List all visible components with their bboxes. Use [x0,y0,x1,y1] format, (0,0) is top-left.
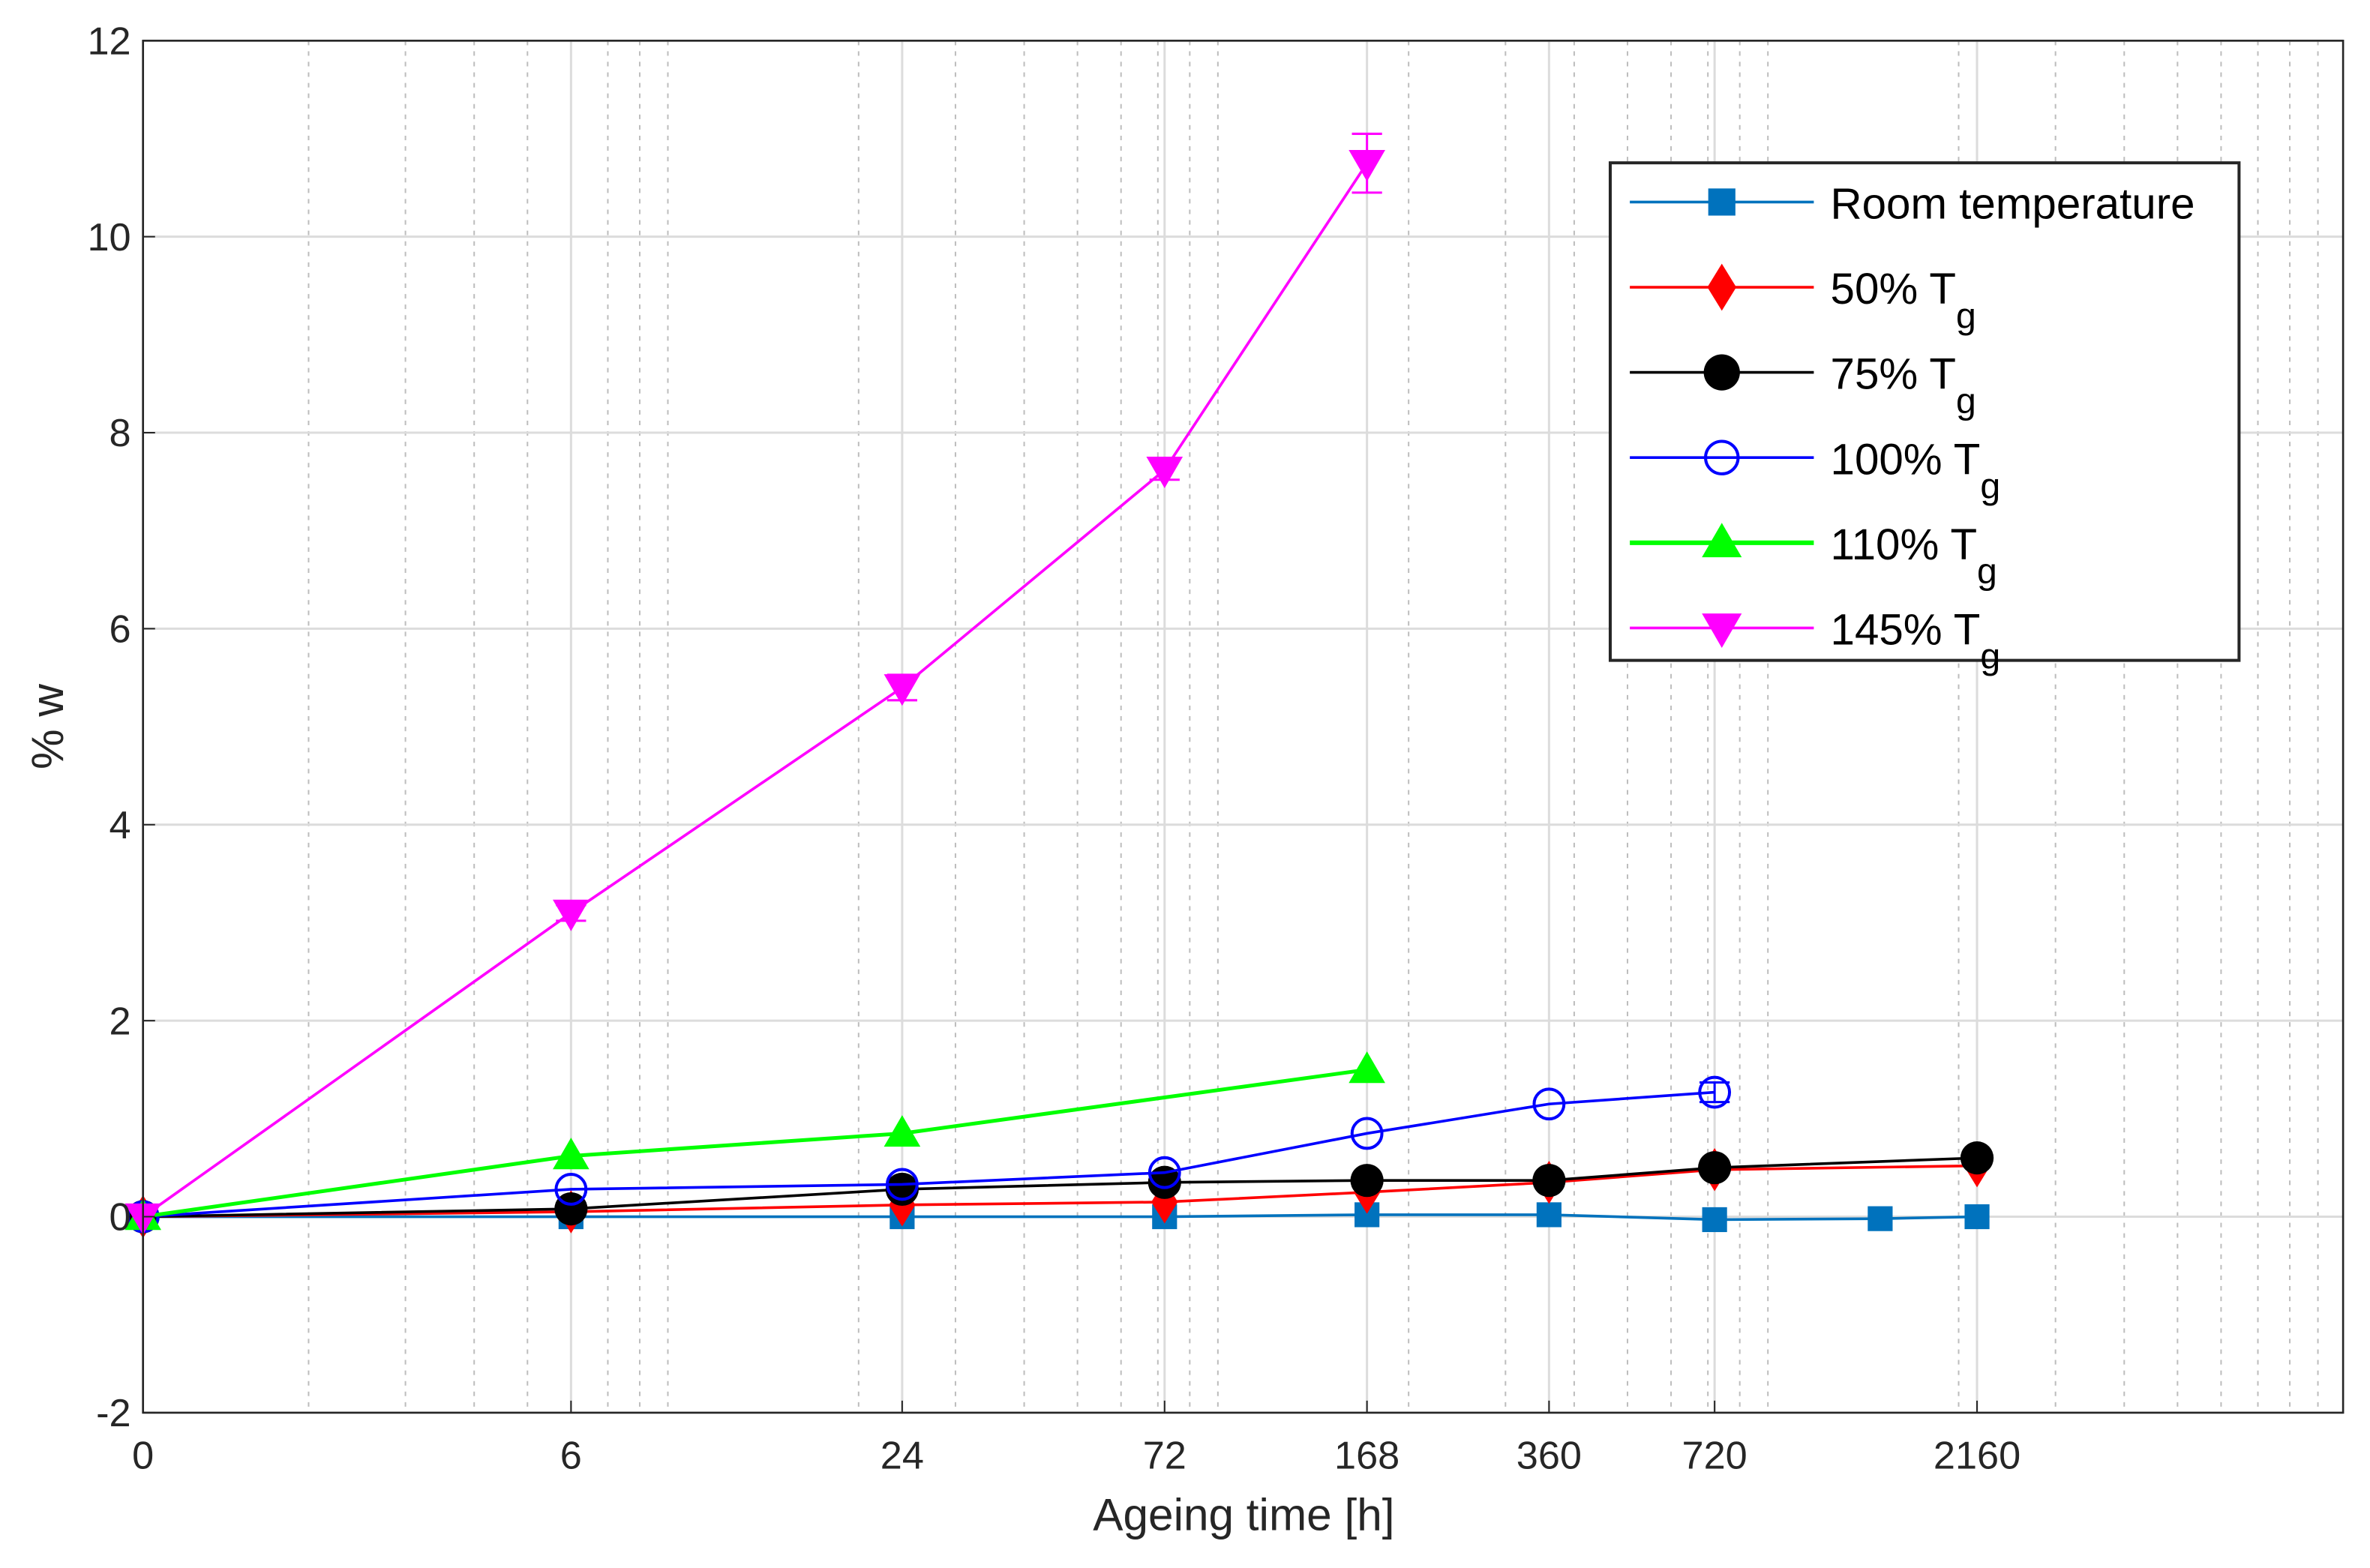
y-tick-labels: -2 0 2 4 6 8 10 12 [87,19,155,1435]
open-circle-marker [1532,1087,1566,1121]
open-circle-marker [1698,1075,1732,1109]
legend-subscript: g [1956,295,1976,336]
square-marker [1702,1207,1727,1233]
legend-subscript: g [1977,551,1997,592]
filled-circle-marker [1698,1151,1732,1185]
open-circle-marker [885,1168,919,1201]
series-line [142,1156,1978,1219]
triangle-down-marker [1702,613,1742,648]
open-circle-marker [554,1173,588,1206]
y-tick-label: 8 [110,412,131,455]
open-circle-marker [1350,1117,1384,1150]
triangle-up-marker [1702,523,1742,558]
x-tick-label: 2160 [1934,1434,2020,1477]
y-tick-label: 0 [110,1196,131,1240]
legend-subscript: g [1956,381,1976,421]
triangle-down-marker [553,899,590,931]
x-axis-label: Ageing time [h] [1093,1489,1394,1540]
series-4 [124,1051,1385,1231]
series-2 [126,1141,1994,1234]
x-tick-label: 720 [1682,1434,1748,1477]
y-tick-label: -2 [96,1392,130,1435]
square-marker [1708,188,1736,216]
triangle-up-marker [553,1138,590,1170]
legend-subscript: g [1980,637,2000,677]
plot-frame [142,39,2344,1414]
square-marker [1536,1202,1562,1228]
legend-label: Room temperature [1831,180,2195,229]
series-line [142,162,1369,1219]
series-line [142,1068,1367,1219]
legend-label: 145% Tg [1831,606,2001,677]
y-tick-label: 6 [110,608,131,652]
diamond-marker [1707,263,1737,311]
legend-subscript: g [1980,466,2000,506]
filled-circle-marker [1960,1141,1994,1175]
x-tick-label: 6 [560,1434,582,1477]
open-circle-marker [1148,1156,1181,1189]
x-tick-label: 168 [1334,1434,1400,1477]
triangle-down-marker [1348,149,1385,181]
legend-box [1608,161,2241,662]
y-tick-label: 10 [87,216,130,259]
triangle-up-marker [1348,1051,1385,1084]
series-line [142,1164,1978,1219]
x-tick-label: 360 [1516,1434,1582,1477]
x-tick-label: 72 [1143,1434,1186,1477]
series-5 [124,132,1385,1235]
filled-circle-marker [1350,1164,1384,1198]
filled-circle-marker [1532,1164,1566,1198]
square-marker [1964,1204,1990,1230]
series-group [124,132,1994,1239]
filled-circle-marker [885,1172,919,1207]
square-marker [1868,1206,1893,1231]
triangle-down-marker [1146,457,1184,489]
series-3 [126,1075,1732,1234]
triangle-down-marker [884,674,921,706]
series-line [142,1090,1715,1219]
y-tick-label: 12 [87,19,130,63]
y-tick-label: 2 [110,1000,131,1043]
x-tick-label: 24 [880,1434,924,1477]
filled-circle-marker [1703,354,1740,391]
x-tick-label: 0 [132,1434,154,1477]
series-0 [130,1202,1990,1233]
x-tick-labels: 0 6 24 72 168 360 720 2160 [132,1400,2020,1477]
y-tick-label: 4 [110,804,131,847]
y-axis-label: % w [22,684,73,769]
triangle-up-marker [884,1115,921,1147]
open-circle-marker [1704,439,1740,475]
